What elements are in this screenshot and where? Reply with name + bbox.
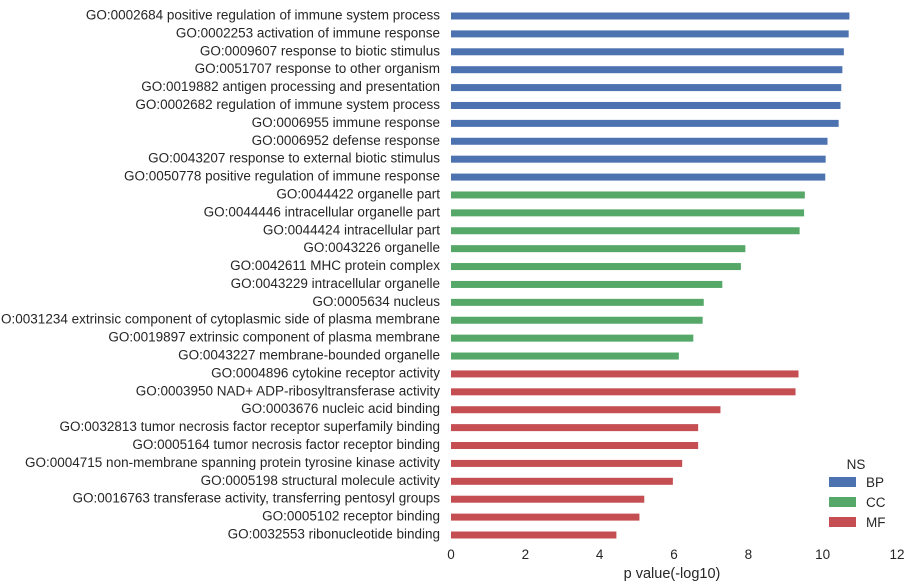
category-label: GO:0019897 extrinsic component of plasma… [108,330,440,345]
bar-mf [451,442,699,450]
bar-mf [451,495,645,503]
x-tick-label: 8 [745,547,753,562]
category-label: GO:0044446 intracellular organelle part [204,204,441,219]
legend-swatch-mf [829,517,856,527]
legend-title: NS [847,457,866,472]
x-axis-title: p value(-log10) [624,566,721,582]
category-label: GO:0009607 response to biotic stimulus [200,43,440,58]
bar-cc [451,352,679,360]
bars-group [451,12,850,539]
bar-bp [451,66,843,74]
bar-cc [451,245,746,253]
bar-cc [451,316,703,324]
category-label: GO:0016763 transferase activity, transfe… [73,491,441,506]
category-label: GO:0005164 tumor necrosis factor recepto… [132,437,440,452]
category-label: GO:0002684 positive regulation of immune… [86,8,440,23]
bar-cc [451,209,805,217]
legend-swatch-cc [829,497,856,507]
bar-bp [451,173,826,181]
legend-entries: BP CC MF [829,475,886,530]
x-tick-label: 2 [522,547,530,562]
category-label: GO:0032813 tumor necrosis factor recepto… [60,419,440,434]
x-tick-label: 12 [889,547,904,562]
legend: NS BP CC MF [829,457,886,530]
bar-cc [451,227,800,235]
bar-cc [451,280,723,288]
bar-mf [451,513,640,521]
bar-bp [451,119,839,127]
category-label: GO:0044424 intracellular part [263,222,440,237]
x-tick-label: 6 [670,547,678,562]
category-label: GO:0005102 receptor binding [262,509,440,524]
category-label: GO:0004896 cytokine receptor activity [211,365,440,380]
category-label: GO:0002682 regulation of immune system p… [135,97,440,112]
category-label: GO:0043207 response to external biotic s… [148,151,440,166]
bar-mf [451,459,683,467]
bar-bp [451,84,842,92]
category-label: GO:0002253 activation of immune response [176,25,440,40]
bar-mf [451,388,796,396]
category-label: GO:0044422 organelle part [276,186,440,201]
category-label: GO:0005634 nucleus [312,294,440,309]
legend-label-cc: CC [866,495,886,510]
bar-mf [451,370,799,378]
category-label: GO:0043229 intracellular organelle [231,276,440,291]
category-label: GO:0051707 response to other organism [195,61,440,76]
bar-bp [451,155,826,163]
x-tick-label: 10 [815,547,830,562]
legend-label-bp: BP [866,475,884,490]
category-label: GO:0006952 defense response [252,133,440,148]
bar-bp [451,12,850,20]
legend-label-mf: MF [866,515,886,530]
x-tick-label: 0 [447,547,455,562]
category-label: GO:0003950 NAD+ ADP-ribosyltransferase a… [136,383,441,398]
category-label: GO:0043226 organelle [303,240,440,255]
category-label: GO:0050778 positive regulation of immune… [124,169,440,184]
category-labels-group: GO:0002684 positive regulation of immune… [0,8,440,542]
bar-cc [451,334,694,342]
category-label: GO:0043227 membrane-bounded organelle [178,348,440,363]
category-label: GO:0003676 nucleic acid binding [241,401,440,416]
bar-bp [451,101,841,109]
bar-bp [451,30,849,38]
x-tick-label: 4 [596,547,604,562]
category-label: GO:0019882 antigen processing and presen… [141,79,440,94]
bar-cc [451,263,741,271]
category-label: GO:0031234 extrinsic component of cytopl… [0,312,440,327]
x-axis-ticks-group: 0 2 4 6 8 10 12 [447,547,904,562]
bar-cc [451,191,805,199]
bar-mf [451,406,721,414]
bar-cc [451,298,704,306]
bar-bp [451,137,828,145]
bar-mf [451,477,673,485]
bar-mf [451,424,699,432]
category-label: GO:0004715 non-membrane spanning protein… [25,455,440,470]
bar-mf [451,531,617,539]
category-label: GO:0006955 immune response [252,115,440,130]
category-label: GO:0005198 structural molecule activity [201,473,441,488]
category-label: GO:0042611 MHC protein complex [230,258,440,273]
bar-bp [451,48,844,56]
legend-swatch-bp [829,477,856,487]
category-label: GO:0032553 ribonucleotide binding [228,527,440,542]
